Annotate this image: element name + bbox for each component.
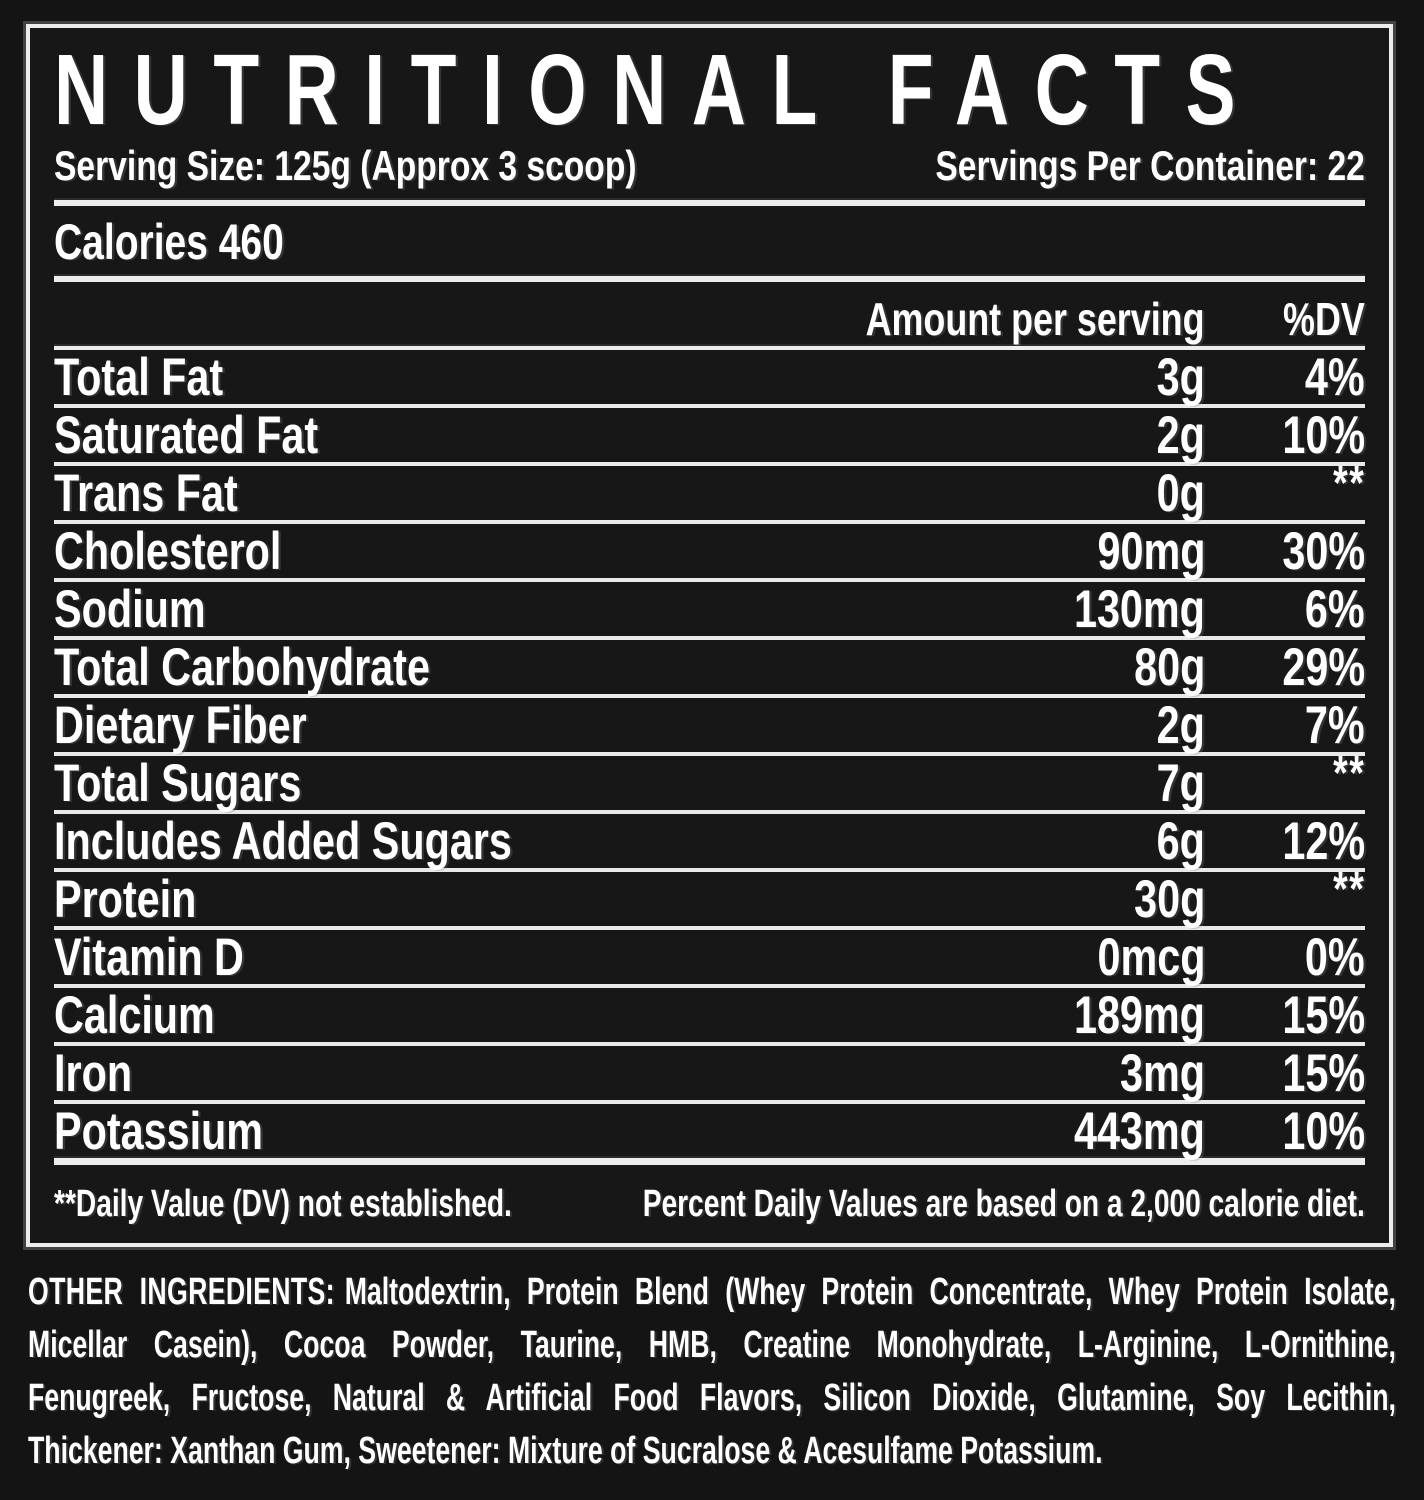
column-header-amount: Amount per serving [866,293,1205,345]
nutrient-amount: 30g [1133,869,1205,929]
nutrient-name: Saturated Fat [54,405,319,465]
nutrient-name: Calcium [54,985,215,1045]
nutrient-name: Total Fat [54,347,224,407]
ingredients-line-4: Thickener: Xanthan Gum, Sweetener: Mixtu… [28,1430,1103,1472]
nutrient-amount: 7g [1156,753,1205,813]
nutrient-dv: 6% [1305,579,1365,639]
nutrient-amount: 0g [1156,463,1205,523]
nutrient-dv: 30% [1282,521,1365,581]
calories-row: Calories 460 [54,214,1365,270]
nutrient-amount: 90mg [1097,521,1205,581]
nutrient-row: Total Fat 3g 4% [54,347,1365,408]
footnote-dv-not-established: **Daily Value (DV) not established. [54,1183,512,1225]
nutrient-row: Calcium 189mg 15% [54,985,1365,1046]
nutrient-dv: ** [1332,862,1365,916]
other-ingredients-paragraph: OTHER INGREDIENTS: Maltodextrin, Protein … [28,1266,1396,1478]
nutrient-name: Vitamin D [54,927,244,987]
nutrient-amount: 130mg [1074,579,1205,639]
column-header-row: Amount per serving %DV [54,293,1365,345]
nutrient-amount: 443mg [1074,1101,1205,1161]
nutrient-name: Sodium [54,579,206,639]
nutrient-dv: ** [1332,746,1365,800]
nutrition-facts-panel: NUTRITIONAL FACTS Serving Size: 125g (Ap… [26,24,1393,1247]
nutrient-row: Dietary Fiber 2g 7% [54,695,1365,756]
footnote-percent-daily-values: Percent Daily Values are based on a 2,00… [642,1183,1365,1225]
nutrient-row: Trans Fat 0g ** [54,456,1365,524]
nutrient-row: Saturated Fat 2g 10% [54,405,1365,466]
divider-calories [54,276,1365,282]
nutrient-row: Iron 3mg 15% [54,1043,1365,1104]
ingredients-heading: OTHER INGREDIENTS: [28,1271,335,1313]
nutrient-row: Cholesterol 90mg 30% [54,521,1365,582]
divider-top-thick [54,200,1365,206]
nutrient-amount: 6g [1156,811,1205,871]
nutrient-rows: Total Fat 3g 4% Saturated Fat 2g 10% Tra… [54,347,1365,1161]
nutrient-dv: ** [1332,456,1365,510]
nutrient-dv: 15% [1282,985,1365,1045]
label-title: NUTRITIONAL FACTS [54,34,1365,146]
nutrient-name: Total Carbohydrate [54,637,430,697]
nutrient-amount: 2g [1156,405,1205,465]
nutrient-dv: 7% [1305,695,1365,755]
servings-per-container: Servings Per Container: 22 [935,142,1365,189]
nutrient-amount: 80g [1133,637,1205,697]
nutrient-dv: 4% [1305,347,1365,407]
nutrient-amount: 3g [1156,347,1205,407]
footnote-row: **Daily Value (DV) not established. Perc… [54,1179,1365,1229]
nutrient-row: Total Sugars 7g ** [54,746,1365,814]
nutrient-dv: 10% [1282,1101,1365,1161]
nutrient-dv: 0% [1305,927,1365,987]
nutrient-row: Potassium 443mg 10% [54,1102,1365,1161]
serving-size: Serving Size: 125g (Approx 3 scoop) [54,142,637,189]
nutrient-row: Protein 30g ** [54,862,1365,930]
nutrient-name: Iron [54,1043,133,1103]
nutrient-name: Potassium [54,1101,264,1161]
nutrient-dv: 15% [1282,1043,1365,1103]
ingredients-line-3: Fenugreek, Fructose, Natural & Artificia… [28,1377,1396,1419]
nutrient-name: Total Sugars [54,753,302,813]
nutrient-row: Sodium 130mg 6% [54,579,1365,640]
column-header-dv: %DV [1283,293,1365,345]
nutrient-amount: 0mcg [1097,927,1205,987]
nutrient-row: Total Carbohydrate 80g 29% [54,637,1365,698]
nutrient-name: Cholesterol [54,521,282,581]
nutrient-row: Includes Added Sugars 6g 12% [54,811,1365,872]
nutrient-dv: 12% [1282,811,1365,871]
label-title-text: NUTRITIONAL FACTS [54,34,1262,146]
nutrient-amount: 3mg [1119,1043,1205,1103]
calories-value: Calories 460 [54,214,284,270]
nutrient-amount: 189mg [1074,985,1205,1045]
nutrient-dv: 10% [1282,405,1365,465]
nutrient-name: Includes Added Sugars [54,811,512,871]
nutrient-name: Protein [54,869,197,929]
divider-header [54,346,1365,350]
divider-bottom-thick [54,1158,1365,1165]
serving-info-row: Serving Size: 125g (Approx 3 scoop) Serv… [54,142,1365,190]
nutrient-amount: 2g [1156,695,1205,755]
nutrient-row: Vitamin D 0mcg 0% [54,927,1365,988]
nutrient-dv: 29% [1282,637,1365,697]
ingredients-line-2: Micellar Casein), Cocoa Powder, Taurine,… [28,1324,1396,1366]
nutrient-name: Dietary Fiber [54,695,307,755]
ingredients-line-1: OTHER INGREDIENTS: Maltodextrin, Protein … [28,1271,1396,1313]
nutrient-name: Trans Fat [54,463,238,523]
